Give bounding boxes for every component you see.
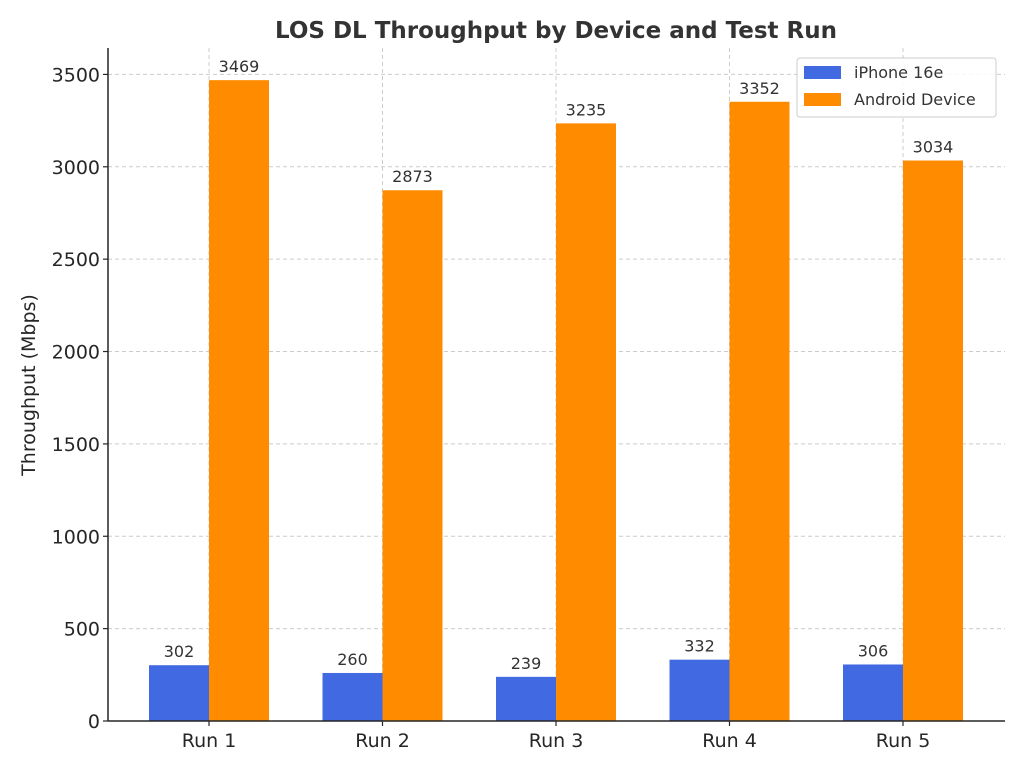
data-label: 3034: [913, 138, 954, 157]
bars: [149, 80, 963, 721]
y-tick-label: 2000: [52, 342, 100, 364]
data-label: 302: [164, 642, 195, 661]
bar-android-device-1: [209, 80, 269, 721]
y-tick-label: 500: [64, 619, 100, 641]
y-axis-label: Throughput (Mbps): [18, 294, 40, 477]
y-tick-label: 1000: [52, 526, 100, 548]
x-tick-label: Run 4: [702, 730, 757, 752]
y-tick-label: 3000: [52, 157, 100, 179]
bar-iphone-16e-3: [496, 676, 556, 721]
data-label: 239: [511, 654, 542, 673]
bar-iphone-16e-2: [322, 672, 383, 721]
bar-iphone-16e-4: [669, 659, 730, 721]
bar-android-device-2: [382, 190, 443, 721]
y-tick-label: 0: [88, 711, 100, 733]
data-label: 2873: [392, 167, 433, 186]
legend-label-iphone: iPhone 16e: [854, 63, 943, 82]
bar-android-device-3: [556, 123, 616, 721]
y-tick-label: 2500: [52, 249, 100, 271]
legend-label-android: Android Device: [854, 90, 976, 109]
bar-iphone-16e-5: [843, 664, 903, 721]
x-tick-label: Run 2: [355, 730, 410, 752]
x-tick-label: Run 3: [529, 730, 584, 752]
legend-swatch-android: [804, 93, 841, 106]
x-tick-label: Run 5: [876, 730, 931, 752]
y-ticks: 0 500 1000 1500 2000 2500 3000 3500: [52, 64, 108, 733]
x-ticks: Run 1 Run 2 Run 3 Run 4 Run 5: [182, 721, 931, 752]
legend-box: [796, 57, 997, 118]
data-label: 332: [684, 637, 715, 656]
data-labels: 302 260 239 332 306 3469 2873 3235 3352 3034: [164, 57, 954, 673]
data-label: 260: [337, 650, 368, 669]
bar-android-device-5: [903, 160, 963, 721]
y-tick-label: 1500: [52, 434, 100, 456]
x-tick-label: Run 1: [182, 730, 237, 752]
data-label: 306: [858, 641, 889, 660]
y-tick-label: 3500: [52, 64, 100, 86]
data-label: 3352: [739, 79, 780, 98]
bar-android-device-4: [729, 101, 790, 721]
legend-swatch-iphone: [804, 66, 841, 79]
chart-title: LOS DL Throughput by Device and Test Run: [275, 18, 837, 44]
legend: iPhone 16e Android Device: [796, 57, 997, 118]
data-label: 3469: [219, 57, 260, 76]
bar-iphone-16e-1: [149, 665, 209, 721]
data-label: 3235: [566, 100, 607, 119]
